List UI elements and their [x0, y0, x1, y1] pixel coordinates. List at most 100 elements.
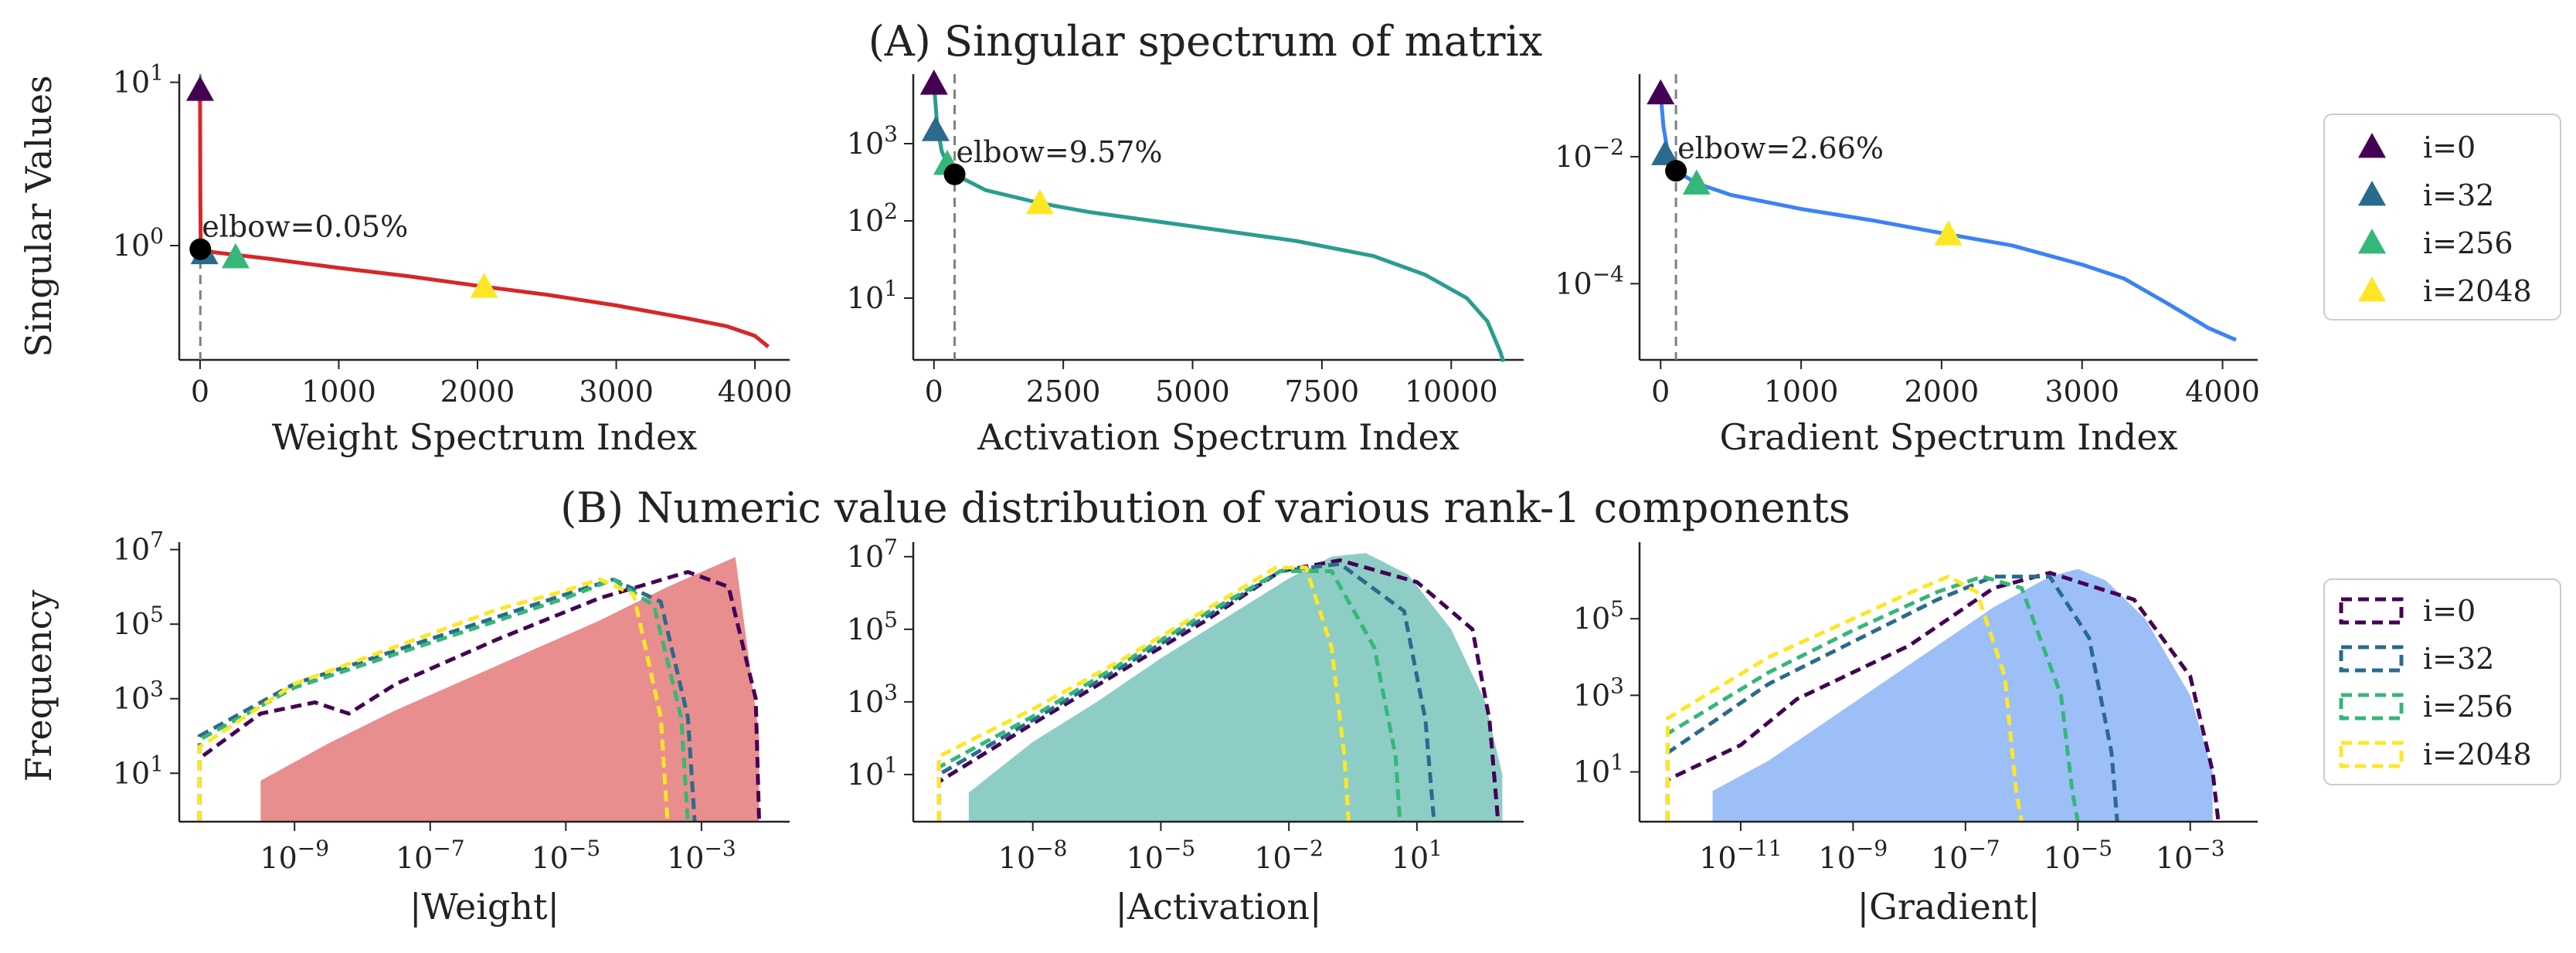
gradient-dist-i-2048 [1665, 574, 2024, 822]
weight-xtick-label: 4000 [718, 375, 793, 409]
activation-dist-ytick-label: 107 [847, 534, 898, 574]
weight-dist-xtick-label-base: 10 [396, 841, 433, 875]
gradient-marker-i-256 [1682, 169, 1711, 195]
gradient-ytick-label: 10−4 [1555, 261, 1624, 300]
weight-dist-i-0 [197, 569, 761, 822]
gradient-dist-ytick-label: 101 [1573, 750, 1624, 789]
gradient-dist-i-32 [1665, 575, 2119, 822]
gradient-dist-xtick-label: 10−11 [1699, 836, 1782, 875]
activation-marker-i-2048 [1025, 188, 1054, 215]
weight-xlabel: Weight Spectrum Index [272, 416, 697, 458]
weight-elbow-point [189, 238, 212, 260]
gradient-elbow-point [1665, 160, 1687, 182]
gradient-dist-xtick-label-exp: −3 [2193, 836, 2224, 861]
legend-b-label-2: i=256 [2423, 690, 2513, 724]
activation-elbow-label: elbow=9.57% [957, 135, 1163, 169]
weight-elbow-label: elbow=0.05% [202, 210, 408, 244]
weight-dist-ytick-label-base: 10 [113, 533, 150, 567]
gradient-xlabel: Gradient Spectrum Index [1720, 416, 2178, 458]
gradient-elbow-label: elbow=2.66% [1677, 131, 1884, 165]
weight-xtick-label: 1000 [301, 375, 376, 409]
weight-dist-xtick-label-exp: −5 [569, 836, 600, 861]
activation-ytick-label: 103 [847, 121, 898, 161]
weight-xtick-label: 2000 [440, 375, 515, 409]
gradient-dist-xtick-label: 10−3 [2156, 836, 2225, 875]
activation-dist-xtick-label: 10−5 [1127, 836, 1196, 875]
activation-dist-ytick-label-base: 10 [847, 758, 884, 792]
activation-dist-ytick-label-exp: 3 [884, 680, 898, 705]
legend-markers: i=0 i=32 i=256 i=2048 [2323, 114, 2561, 320]
weight-dist-ytick-label-exp: 5 [150, 602, 164, 627]
legend-a-label-2: i=256 [2423, 226, 2513, 260]
activation-dist-ytick-label-base: 10 [847, 612, 884, 646]
weight-marker-i-2048 [470, 273, 498, 298]
gradient-dist-xtick-label-base: 10 [1699, 841, 1736, 875]
activation-dist-ytick-label-exp: 1 [884, 752, 898, 778]
singular-values-label: Singular Values [18, 75, 59, 357]
activation-ytick-label-exp: 1 [884, 276, 898, 301]
legend-a-label-0: i=0 [2423, 131, 2476, 164]
activation-xlabel: Activation Spectrum Index [977, 416, 1459, 458]
weight-dist-xtick-label-exp: −3 [704, 836, 736, 861]
activation-dist-ytick-label-exp: 5 [884, 607, 898, 633]
weight-dist-ytick-label-exp: 7 [150, 527, 164, 553]
gradient-dist-ytick-label-exp: 5 [1610, 596, 1624, 622]
gradient-dist-ytick-label-base: 10 [1573, 602, 1610, 636]
activation-xtick-label: 0 [925, 375, 943, 409]
gradient-dist-ytick-label: 103 [1573, 673, 1624, 712]
activation-xtick-label: 5000 [1155, 375, 1230, 409]
legend-histograms: i=0 i=32 i=256 i=2048 [2323, 578, 2561, 785]
activation-dist-xtick-label-base: 10 [1254, 841, 1291, 875]
activation-dist-ytick-label-base: 10 [847, 685, 884, 719]
activation-dist-xtick-label: 101 [1392, 836, 1443, 875]
gradient-marker-i-2048 [1934, 220, 1963, 246]
weight-dist-xtick-label-base: 10 [667, 841, 704, 875]
gradient-dist-ytick-label-exp: 1 [1610, 750, 1624, 775]
activation-marker-i-0 [919, 70, 948, 95]
weight-ytick-label-exp: 1 [150, 60, 164, 86]
gradient-xtick-label: 4000 [2185, 375, 2260, 409]
activation-dist-ytick-label: 105 [847, 607, 898, 646]
row-a-title: (A) Singular spectrum of matrix [868, 17, 1543, 66]
activation-dist-i-32 [936, 561, 1436, 822]
legend-b-swatch-0 [2339, 597, 2404, 625]
gradient-dist-xtick-label-base: 10 [1819, 841, 1856, 875]
gradient-dist-xtick-label-base: 10 [2043, 841, 2080, 875]
activation-ytick-label: 102 [847, 198, 898, 238]
weight-dist-ytick-label-base: 10 [113, 756, 150, 790]
activation-dist-i-256 [936, 569, 1402, 822]
activation-dist-xtick-label-exp: −5 [1164, 836, 1195, 861]
activation-dist-xtick-label-exp: −8 [1035, 836, 1067, 861]
activation-dist-xtick-label-base: 10 [998, 841, 1035, 875]
gradient-dist-xtick-label: 10−7 [1931, 836, 2000, 875]
gradient-ytick-label-exp: −2 [1592, 134, 1624, 160]
legend-b-label-0: i=0 [2423, 594, 2476, 628]
legend-a-marker-0 [2358, 133, 2386, 158]
activation-ytick-label-base: 10 [847, 281, 884, 315]
weight-dist-xtick-label: 10−5 [532, 836, 601, 875]
weight-dist-xtick-label-base: 10 [260, 841, 297, 875]
weight-dist-ytick-label: 105 [113, 602, 164, 641]
gradient-dist-xtick-label: 10−9 [1819, 836, 1888, 875]
weight-xtick-label: 3000 [579, 375, 654, 409]
weight-histogram [260, 557, 760, 822]
gradient-ytick-label-exp: −4 [1592, 261, 1624, 287]
activation-ytick-label-base: 10 [847, 127, 884, 161]
weight-dist-xtick-label: 10−7 [396, 836, 465, 875]
gradient-ytick-label-base: 10 [1555, 266, 1592, 300]
activation-elbow-point [943, 163, 966, 185]
activation-dist-xtick-label: 10−8 [998, 836, 1068, 875]
gradient-dist-xtick-label-exp: −5 [2081, 836, 2112, 861]
weight-dist-xlabel: |Weight| [410, 886, 559, 928]
activation-ytick-label-base: 10 [847, 204, 884, 238]
gradient-dist-xtick-label-exp: −9 [1856, 836, 1888, 861]
gradient-dist-xtick-label: 10−5 [2043, 836, 2112, 875]
activation-ytick-label-exp: 3 [884, 121, 898, 147]
weight-dist-ytick-label: 103 [113, 677, 164, 716]
